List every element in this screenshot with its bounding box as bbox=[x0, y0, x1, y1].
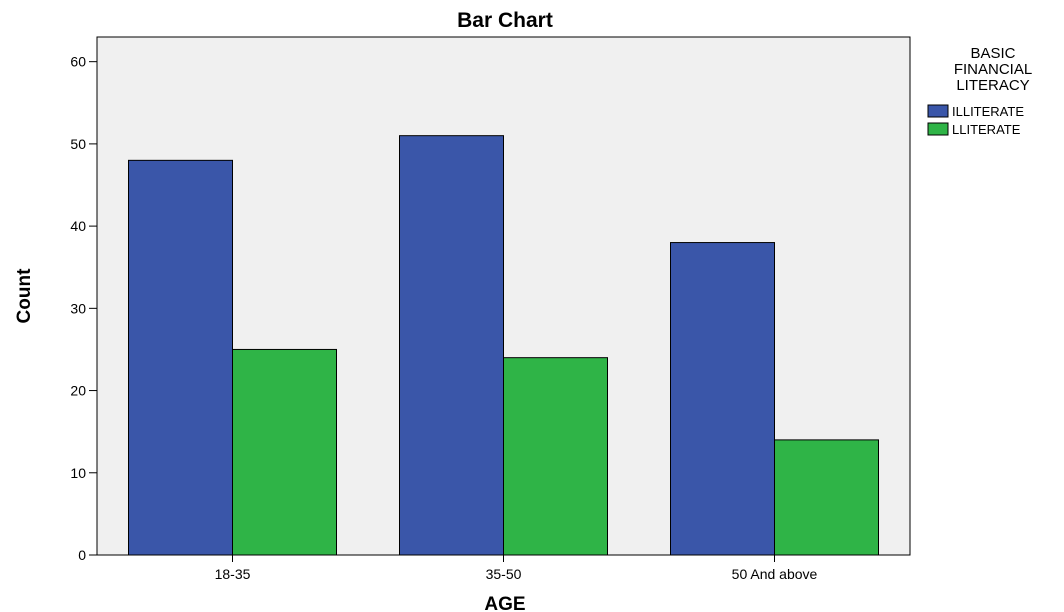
y-tick-label: 0 bbox=[78, 547, 86, 563]
y-axis-label: Count bbox=[14, 268, 35, 324]
x-axis: 18-35 35-50 50 And above bbox=[215, 555, 818, 582]
legend-swatch-lliterate bbox=[927, 122, 949, 136]
bar-illiterate-50-and-above bbox=[670, 242, 775, 556]
bar-lliterate-18-35 bbox=[232, 348, 337, 556]
y-tick-label: 40 bbox=[70, 218, 86, 234]
y-tick-label: 30 bbox=[70, 300, 86, 316]
bar-illiterate-35-50 bbox=[399, 135, 504, 556]
x-tick-label: 18-35 bbox=[215, 566, 251, 582]
y-tick-label: 60 bbox=[70, 54, 86, 70]
y-axis: 0 10 20 30 40 50 60 bbox=[70, 54, 97, 563]
legend-title-line: LITERACY bbox=[956, 77, 1029, 94]
bar-lliterate-35-50 bbox=[503, 357, 608, 556]
bars-group bbox=[128, 135, 879, 556]
x-axis-label: AGE bbox=[484, 594, 525, 612]
bar-lliterate-50-and-above bbox=[774, 439, 879, 556]
y-tick-label: 10 bbox=[70, 465, 86, 481]
legend-swatch-illiterate bbox=[927, 104, 949, 118]
chart-title: Bar Chart bbox=[457, 9, 553, 32]
legend-label-illiterate: ILLITERATE bbox=[952, 104, 1024, 119]
x-tick-label: 35-50 bbox=[486, 566, 522, 582]
y-tick-label: 50 bbox=[70, 136, 86, 152]
y-tick-label: 20 bbox=[70, 383, 86, 399]
x-tick-label: 50 And above bbox=[732, 566, 818, 582]
legend-label-lliterate: LLITERATE bbox=[952, 122, 1021, 137]
legend-title-line: BASIC bbox=[970, 45, 1015, 62]
bar-illiterate-18-35 bbox=[128, 159, 233, 556]
legend-title-line: FINANCIAL bbox=[954, 61, 1032, 78]
legend-items: ILLITERATE LLITERATE bbox=[927, 104, 1024, 137]
